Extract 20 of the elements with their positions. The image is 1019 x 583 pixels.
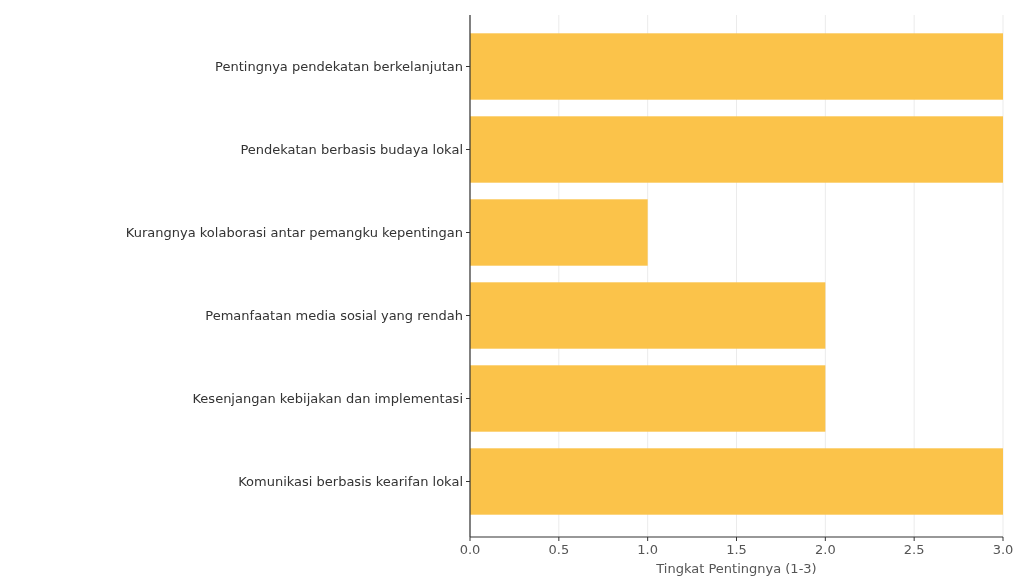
x-axis-title: Tingkat Pentingnya (1-3) — [655, 561, 817, 576]
x-tick-label: 2.0 — [814, 542, 836, 557]
bar — [470, 33, 1003, 100]
y-tick-label: Pentingnya pendekatan berkelanjutan — [215, 59, 463, 75]
y-tick-label: Komunikasi berbasis kearifan lokal — [238, 474, 463, 490]
x-tick-label: 3.0 — [992, 542, 1014, 557]
bar — [470, 448, 1003, 515]
x-tick-label: 0.0 — [459, 542, 481, 557]
x-tick-label: 1.5 — [726, 542, 747, 557]
x-tick-label: 2.5 — [903, 542, 925, 557]
y-tick-label: Kurangnya kolaborasi antar pemangku kepentingan — [125, 225, 463, 241]
bar — [470, 116, 1003, 183]
y-tick-label: Pemanfaatan media sosial yang rendah — [205, 308, 463, 324]
y-tick-label: Pendekatan berbasis budaya lokal — [240, 142, 463, 158]
y-tick-label: Kesenjangan kebijakan dan implementasi — [192, 391, 463, 407]
bar — [470, 282, 826, 349]
bar — [470, 199, 648, 266]
x-tick-label: 0.5 — [548, 542, 570, 557]
bar — [470, 365, 826, 432]
x-tick-label: 1.0 — [637, 542, 659, 557]
